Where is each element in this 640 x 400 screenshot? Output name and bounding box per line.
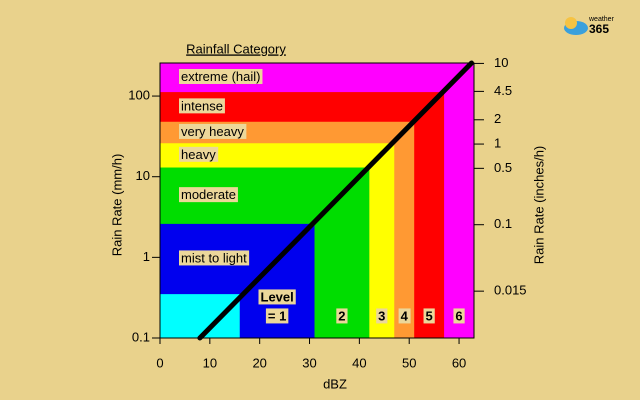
category-name: mist to light [181,250,247,265]
x-tick-label: 50 [402,355,416,370]
y2-axis-label: Rain Rate (inches/h) [531,146,546,265]
y2-tick-label: 0.5 [494,160,512,175]
label-background [376,308,388,324]
logo-text: weather [588,16,615,23]
y-tick-label: 0.1 [132,329,150,344]
labels: extreme (hail) 6 intense 5 very heavy 4 heavy 3… [179,68,465,324]
label-background [179,146,219,162]
y-tick-label: 1 [143,249,150,264]
category-name: very heavy [181,124,244,139]
level-label: 3 [378,308,385,323]
level-label: 5 [426,308,433,323]
label-background [258,289,296,305]
category-name: extreme (hail) [181,69,260,84]
label-background [179,123,247,139]
label-background [336,308,348,324]
logo-sun [565,17,577,29]
label-background [423,308,435,324]
logo-text: 365 [589,22,609,36]
x-tick-label: 40 [352,355,366,370]
label-background [179,98,225,114]
plot-frame [159,62,475,339]
level-label: 4 [401,308,409,323]
y2-tick-label: 0.015 [494,283,527,298]
label-background [265,308,289,324]
category-name: moderate [181,187,236,202]
y2-tick-label: 2 [494,111,501,126]
series-line [197,60,475,341]
chart-title: Rainfall Category [186,41,286,56]
x-tick-label: 30 [302,355,316,370]
y2-tick-label: 0.1 [494,216,512,231]
category-name: heavy [181,147,216,162]
level-label: = 1 [268,308,286,323]
x-tick-label: 20 [252,355,266,370]
label-background [453,308,465,324]
x-tick-label: 10 [203,355,217,370]
label-background [398,308,411,324]
level-label: 6 [455,308,462,323]
x-tick-label: 60 [452,355,466,370]
label-background [179,68,263,84]
category-name: intense [181,98,223,113]
category-region [160,294,240,338]
level-label: 2 [338,308,345,323]
logo: weather 365 [564,16,615,36]
x-axis-label: dBZ [323,376,347,391]
label-background [179,250,250,266]
y-tick-label: 100 [128,87,150,102]
level-heading: Level [261,289,294,304]
label-background [179,187,238,203]
y-axis-label: Rain Rate (mm/h) [109,154,124,257]
y2-tick-label: 10 [494,55,508,70]
y-tick-label: 10 [136,168,150,183]
x-tick-label: 0 [156,355,163,370]
y2-tick-label: 1 [494,136,501,151]
y2-tick-label: 4.5 [494,83,512,98]
